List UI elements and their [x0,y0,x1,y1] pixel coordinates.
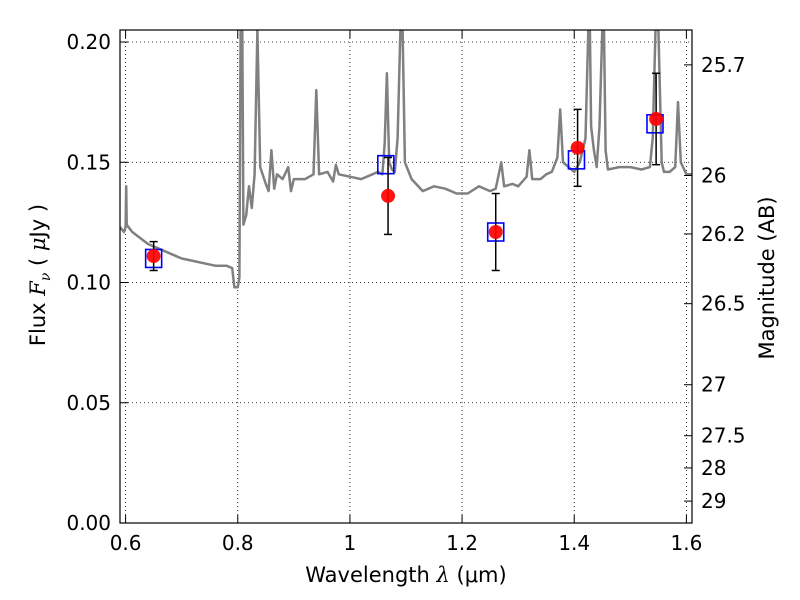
x-axis-label: Wavelength λ (μm) [305,563,506,587]
axis-ticks: 0.6 0.8 1 1.2 1.4 1.6 0.00 0.05 0.10 0.15 0.20 25.7… [66,30,746,555]
right-axis-label: Magnitude (AB) [755,196,779,359]
square-marker [377,154,395,175]
circle-marker [488,225,503,240]
right-tick-label: 26.5 [701,292,746,316]
right-tick-label: 25.7 [701,53,746,77]
circle-marker [146,249,161,264]
y-tick-label: 0.15 [66,150,111,174]
x-tick-label: 0.6 [110,531,142,555]
y-tick-label: 0.20 [66,30,111,54]
x-tick-label: 1.4 [558,531,590,555]
y-tick-label: 0.00 [66,511,111,535]
circle-marker [570,140,585,155]
right-tick-label: 27 [701,373,726,397]
y-tick-label: 0.05 [66,391,111,415]
x-tick-label: 0.8 [222,531,254,555]
data-markers [144,72,664,272]
x-tick-label: 1.6 [670,531,702,555]
right-tick-label: 29 [701,489,726,513]
right-tick-label: 27.5 [701,424,746,448]
plot-frame [119,29,693,524]
y-axis-label: Flux Fν ( μJy ) [26,204,54,346]
right-tick-label: 26.2 [701,222,746,246]
circle-marker [381,188,396,203]
x-tick-label: 1.2 [446,531,478,555]
right-tick-label: 28 [701,456,726,480]
spectrum-line [120,30,692,289]
circle-marker [649,111,664,126]
right-tick-label: 26 [701,163,726,187]
x-tick-label: 1 [344,531,357,555]
model-spectrum [120,30,692,289]
y-tick-label: 0.10 [66,271,111,295]
